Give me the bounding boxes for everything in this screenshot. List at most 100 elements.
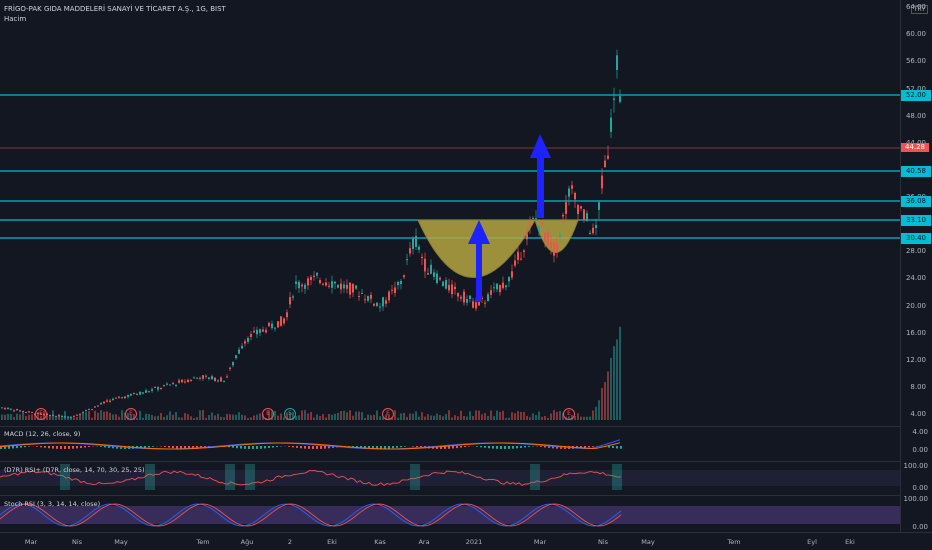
volume-bar [427,414,429,420]
volume-bar [58,414,60,420]
rsi-axis-bottom: 0.00 [912,484,928,492]
macd-histogram-bar [144,446,146,448]
volume-bar [460,410,462,420]
candle-body [277,321,279,328]
candle-body [280,316,282,326]
macd-histogram-bar [380,446,382,449]
candle-body [196,377,198,379]
volume-bar [100,410,102,420]
volume-bar [544,416,546,420]
earnings-marker[interactable]: E [125,408,137,420]
volume-bar [376,410,378,420]
macd-histogram-bar [548,446,550,448]
macd-histogram-bar [612,446,614,449]
volume-bar [367,414,369,420]
volume-bar [166,415,168,420]
candle-body [103,401,105,404]
volume-bar [202,410,204,420]
time-axis-tick: Nis [597,538,609,546]
volume-bar [28,414,30,420]
macd-label[interactable]: MACD (12, 26, close, 9) [4,430,81,438]
volume-bar [373,414,375,420]
macd-histogram-bar [52,446,54,449]
candle-body [166,383,168,385]
macd-histogram-bar [56,446,58,449]
currency-badge[interactable]: TRY [910,5,928,14]
macd-histogram-bar [316,446,318,449]
volume-bar [391,417,393,420]
volume-bar [433,415,435,420]
symbol-title[interactable]: FRİGO-PAK GIDA MADDELERİ SANAYİ VE TİCAR… [4,5,226,13]
macd-histogram-bar [24,446,26,448]
rsi-label[interactable]: (D7R) RSI+ (D7R, close, 14, 70, 30, 25, … [4,466,145,474]
stoch-label[interactable]: Stoch RSI (3, 3, 14, 14, close) [4,500,101,508]
volume-bar [442,416,444,420]
candle-body [106,400,108,402]
volume-bar [199,410,201,420]
candle-body [112,398,114,401]
volume-bar [79,414,81,420]
candle-body [322,283,324,285]
time-axis-tick: Mar [533,538,547,546]
macd-histogram-bar [236,446,238,449]
volume-bar [508,417,510,420]
volume-bar [469,411,471,420]
macd-histogram-bar [476,446,478,447]
candle-body [193,377,195,379]
stoch-pane-divider [0,495,900,496]
macd-histogram-bar [100,446,102,447]
price-chart[interactable] [0,0,900,532]
split-marker[interactable]: S [284,408,296,420]
time-axis-tick: Eki [845,538,855,546]
time-axis-divider [0,532,932,533]
volume-bar [418,416,420,420]
candle-body [67,416,69,418]
volume-bar [241,414,243,420]
price-axis-tick: 8.00 [910,382,926,391]
volume-bar [550,413,552,420]
earnings-marker[interactable]: E [563,408,575,420]
earnings-marker[interactable]: E [262,408,274,420]
volume-bar [406,416,408,420]
volume-bar [229,414,231,420]
candle-body [541,222,543,225]
candle-body [310,276,312,281]
volume-bar [235,414,237,420]
macd-histogram-bar [588,446,590,448]
macd-histogram-bar [320,446,322,449]
volume-bar [496,410,498,420]
time-axis-tick: Ağu [240,538,254,546]
candle-body [514,260,516,266]
candle-body [130,393,132,396]
price-axis-tick: 48.00 [905,111,926,120]
macd-histogram-bar [520,446,522,448]
candle-body [124,396,126,399]
earnings-marker[interactable]: E [35,408,47,420]
macd-histogram-bar [356,446,358,448]
candle-body [403,275,405,278]
earnings-marker[interactable]: E [382,408,394,420]
macd-histogram-bar [620,446,622,449]
level-tag: 52.00 [901,90,931,101]
candle-body [586,213,588,222]
volume-bar [196,417,198,420]
volume-bar [316,414,318,420]
candle-body [430,264,432,274]
candle-body [319,279,321,283]
candle-body [31,412,33,414]
macd-histogram-bar [248,446,250,449]
volume-bar [244,415,246,420]
candle-body [127,394,129,397]
candle-body [343,284,345,289]
volume-bar [304,410,306,420]
candle-body [445,280,447,289]
macd-histogram-bar [152,446,154,447]
candle-body [409,248,411,254]
macd-histogram-bar [184,446,186,449]
candle-body [415,235,417,247]
macd-histogram-bar [616,446,618,449]
volume-bar [61,417,63,420]
macd-histogram-bar [28,446,30,447]
volume-bar [97,412,99,420]
volume-label[interactable]: Hacim [4,15,27,23]
